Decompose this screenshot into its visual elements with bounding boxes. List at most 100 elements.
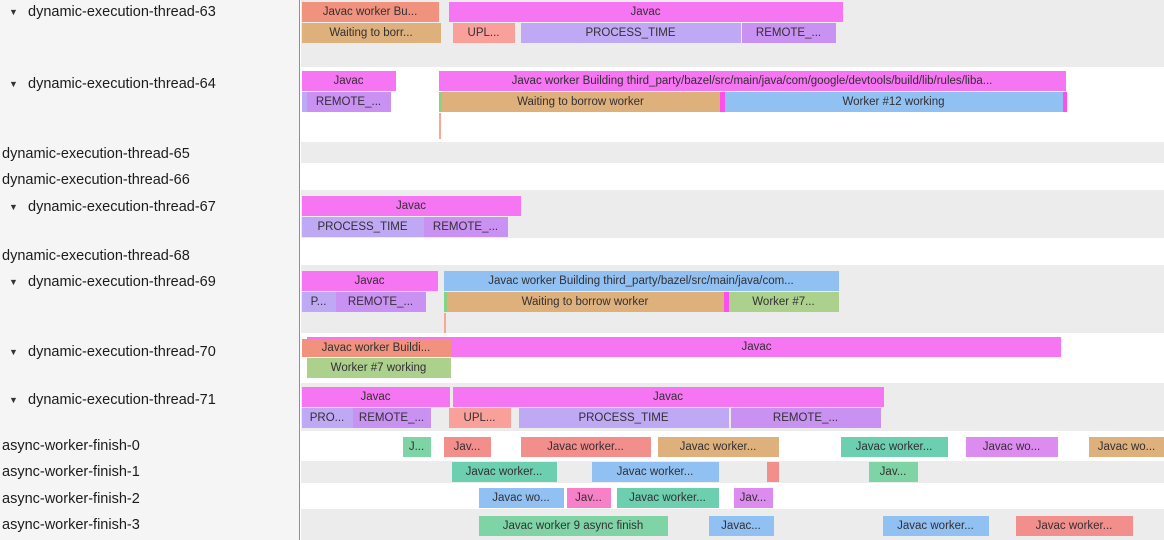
trace-slice[interactable]: Waiting to borr... <box>301 23 441 43</box>
trace-slice[interactable]: PROCESS_TIME <box>520 23 741 43</box>
thread-label[interactable]: dynamic-execution-thread-68 <box>0 247 190 265</box>
collapse-triangle-icon[interactable]: ▼ <box>9 395 18 405</box>
trace-slice[interactable]: PROCESS_TIME <box>301 217 424 237</box>
slice-label: Javac <box>360 391 391 403</box>
slice-label: Javac worker... <box>465 466 543 478</box>
thread-label[interactable]: ▼ dynamic-execution-thread-67 <box>0 198 216 216</box>
trace-slice[interactable]: Javac worker... <box>520 437 651 457</box>
slice-label: Javac worker... <box>616 466 694 478</box>
thread-label[interactable]: async-worker-finish-1 <box>0 463 140 481</box>
instant-event-marker[interactable] <box>438 113 441 139</box>
trace-slice[interactable]: REMOTE_... <box>730 408 881 428</box>
slice-row: Javac Javac worker Buildi... <box>301 337 1164 357</box>
trace-slice[interactable]: PROCESS_TIME <box>518 408 729 428</box>
trace-slice[interactable]: Javac worker... <box>882 516 989 536</box>
trace-slice[interactable]: Javac worker Building third_party/bazel/… <box>438 71 1066 91</box>
trace-slice[interactable] <box>438 92 442 112</box>
trace-slice[interactable]: Javac wo... <box>478 488 564 508</box>
thread-name-text: dynamic-execution-thread-64 <box>28 76 216 92</box>
trace-slice[interactable]: P... <box>301 292 336 312</box>
trace-slice[interactable] <box>723 292 729 312</box>
trace-slice[interactable]: Jav... <box>733 488 773 508</box>
trace-slice[interactable]: Javac worker... <box>616 488 719 508</box>
collapse-triangle-icon[interactable]: ▼ <box>9 7 18 17</box>
trace-slice[interactable]: Waiting to borrow worker <box>441 92 720 112</box>
trace-slice[interactable]: Jav... <box>566 488 611 508</box>
trace-slice[interactable]: Javac worker... <box>451 462 557 482</box>
slice-row: PROCESS_TIME REMOTE_... <box>301 217 1164 237</box>
trace-slice[interactable]: Javac <box>301 271 438 291</box>
trace-slice[interactable] <box>766 462 779 482</box>
trace-slice[interactable]: Javac worker... <box>591 462 719 482</box>
trace-slice[interactable]: Javac worker 9 async finish <box>478 516 668 536</box>
slice-row: Javac Javac <box>301 387 1164 407</box>
trace-slice[interactable]: Javac <box>306 337 1061 357</box>
trace-slice[interactable]: Jav... <box>868 462 918 482</box>
thread-name-text: dynamic-execution-thread-63 <box>28 4 216 20</box>
collapse-triangle-icon[interactable]: ▼ <box>9 202 18 212</box>
thread-label[interactable]: ▼ dynamic-execution-thread-64 <box>0 75 216 93</box>
trace-slice[interactable]: REMOTE_... <box>423 217 508 237</box>
slice-label: Javac worker... <box>855 441 933 453</box>
trace-slice[interactable]: PRO... <box>301 408 353 428</box>
trace-slice[interactable]: Javac worker Bu... <box>301 2 439 22</box>
trace-slice[interactable]: Javac <box>452 387 884 407</box>
thread-label[interactable]: ▼ dynamic-execution-thread-69 <box>0 273 216 291</box>
trace-slice[interactable]: Javac wo... <box>965 437 1058 457</box>
trace-slice[interactable]: Javac worker... <box>657 437 779 457</box>
slice-label: Javac <box>741 341 772 353</box>
thread-label[interactable]: ▼ dynamic-execution-thread-70 <box>0 343 216 361</box>
trace-slice[interactable]: Javac wo... <box>1088 437 1164 457</box>
trace-slice[interactable]: Javac worker Buildi... <box>301 339 451 357</box>
slice-row: Javac wo... Jav... Javac worker... Jav... <box>301 488 1164 508</box>
instant-event-marker[interactable] <box>443 313 446 339</box>
slice-label: REMOTE_... <box>358 412 425 424</box>
trace-slice[interactable]: UPL... <box>452 23 515 43</box>
trace-slice[interactable]: Javac... <box>708 516 774 536</box>
trace-slice[interactable]: Javac <box>301 196 521 216</box>
trace-slice[interactable] <box>443 292 447 312</box>
slice-row: Javac worker... Javac worker... Jav... <box>301 462 1164 482</box>
thread-label[interactable]: async-worker-finish-3 <box>0 516 140 534</box>
thread-track: Javac worker Bu... Javac Waiting to borr..… <box>300 0 1164 67</box>
trace-slice[interactable]: Javac <box>301 387 450 407</box>
thread-label[interactable]: dynamic-execution-thread-65 <box>0 145 190 163</box>
trace-slice[interactable]: Worker #7... <box>728 292 839 312</box>
trace-slice[interactable] <box>301 92 307 112</box>
trace-slice[interactable]: Jav... <box>443 437 491 457</box>
slice-label: Javac worker... <box>1035 520 1113 532</box>
trace-slice[interactable]: Javac <box>301 71 396 91</box>
slice-label: Worker #7... <box>752 296 815 308</box>
thread-label[interactable]: dynamic-execution-thread-66 <box>0 171 190 189</box>
trace-slice[interactable]: Worker #7 working <box>306 358 451 378</box>
thread-label[interactable]: ▼ dynamic-execution-thread-63 <box>0 3 216 21</box>
slice-label: Javac worker 9 async finish <box>502 520 644 532</box>
thread-label[interactable]: async-worker-finish-0 <box>0 437 140 455</box>
trace-slice[interactable]: Waiting to borrow worker <box>446 292 724 312</box>
collapse-triangle-icon[interactable]: ▼ <box>9 277 18 287</box>
thread-name-text: dynamic-execution-thread-68 <box>2 248 190 264</box>
trace-slice[interactable]: UPL... <box>448 408 511 428</box>
slice-label: REMOTE_... <box>347 296 414 308</box>
trace-slice[interactable]: Javac worker... <box>1015 516 1133 536</box>
trace-slice[interactable]: REMOTE_... <box>352 408 431 428</box>
trace-slice[interactable]: Javac worker... <box>840 437 948 457</box>
trace-slice[interactable]: Worker #12 working <box>724 92 1063 112</box>
trace-slice[interactable] <box>719 92 725 112</box>
collapse-triangle-icon[interactable]: ▼ <box>9 79 18 89</box>
slice-label: Jav... <box>879 466 907 478</box>
thread-label[interactable]: ▼ dynamic-execution-thread-71 <box>0 391 216 409</box>
trace-slice[interactable]: J... <box>402 437 431 457</box>
trace-slice[interactable]: Javac worker Building third_party/bazel/… <box>443 271 839 291</box>
thread-name-text: async-worker-finish-3 <box>2 517 140 533</box>
trace-slice[interactable] <box>1062 92 1067 112</box>
trace-slice[interactable]: Javac <box>448 2 843 22</box>
trace-slice[interactable]: REMOTE_... <box>741 23 836 43</box>
slice-row: P... REMOTE_... Waiting to borrow worker Wo… <box>301 292 1164 312</box>
slice-label: Javac <box>652 391 684 403</box>
trace-slice[interactable]: REMOTE_... <box>306 92 391 112</box>
collapse-triangle-icon[interactable]: ▼ <box>9 347 18 357</box>
thread-label[interactable]: async-worker-finish-2 <box>0 490 140 508</box>
slice-label: Javac worker... <box>629 492 706 504</box>
trace-slice[interactable]: REMOTE_... <box>335 292 426 312</box>
